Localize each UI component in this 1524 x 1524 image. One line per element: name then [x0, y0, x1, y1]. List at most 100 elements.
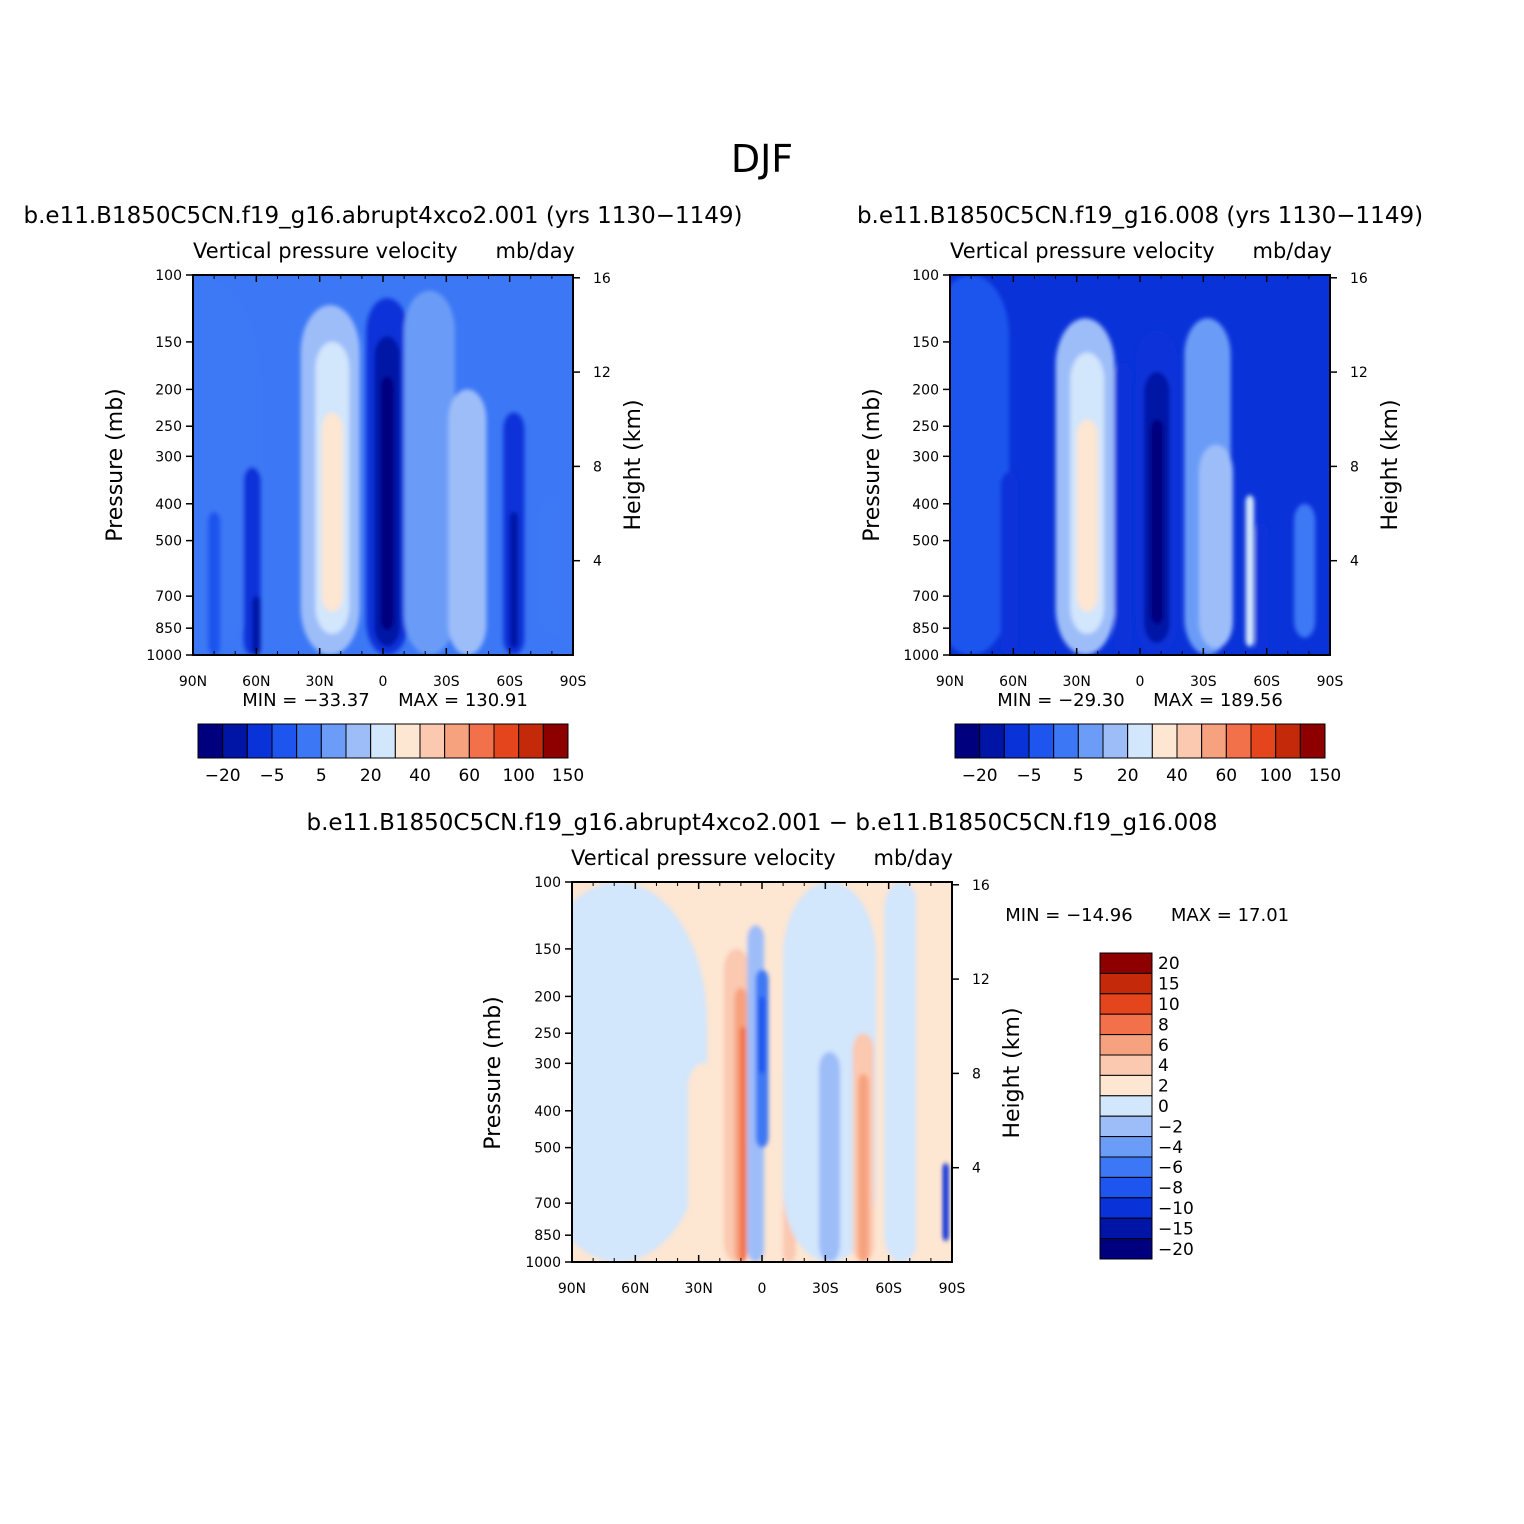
- colorbar-box-1: [979, 723, 1005, 759]
- contour-cell-6: [321, 412, 343, 612]
- y-axis-label: Pressure (mb): [481, 996, 506, 1150]
- colorbar: −20 −5 5 20 40 60 100 150: [197, 723, 584, 786]
- x-tick-label: 30S: [433, 674, 460, 690]
- colorbar-box-11: [1225, 723, 1252, 759]
- colorbar-box-1: [1099, 972, 1153, 995]
- colorbar-label: 20: [1117, 766, 1139, 786]
- contour-cell-15: [916, 882, 938, 1262]
- x-tick-label: 30N: [306, 674, 334, 690]
- panel-abrupt4xco2: b.e11.B1850C5CN.f19_g16.abrupt4xco2.001 …: [24, 203, 743, 786]
- colorbar-box-8: [1151, 723, 1178, 759]
- colorbar-label: 10: [1158, 995, 1180, 1015]
- contour-cell-1: [688, 1063, 718, 1262]
- contour-cell-8: [758, 996, 766, 1074]
- colorbar-box-8: [394, 723, 421, 759]
- colorbar-box-11: [468, 723, 495, 759]
- x-tick-label: 60S: [875, 1281, 902, 1297]
- y2-tick-label: 16: [1350, 271, 1368, 287]
- colorbar-label: 5: [1073, 766, 1084, 786]
- y-tick-label: 700: [534, 1196, 561, 1212]
- y-tick-label: 150: [155, 335, 182, 351]
- y2-tick-label: 16: [593, 271, 611, 287]
- colorbar-box-2: [1099, 993, 1153, 1015]
- colorbar-box-8: [1099, 1115, 1153, 1138]
- colorbar-box-9: [1176, 723, 1203, 759]
- y-tick-label: 700: [155, 589, 182, 605]
- colorbar-box-6: [1099, 1074, 1153, 1097]
- colorbar-box-13: [1099, 1217, 1153, 1240]
- colorbar-box-0: [197, 723, 224, 759]
- variable-label: Vertical pressure velocity: [950, 239, 1215, 263]
- y-tick-label: 400: [534, 1104, 561, 1120]
- contour-cell-9: [380, 376, 394, 631]
- y-tick-label: 200: [155, 382, 182, 398]
- y2-tick-label: 12: [1350, 365, 1368, 381]
- contour-cell-1: [207, 511, 221, 655]
- y-tick-label: 300: [155, 449, 182, 465]
- y-tick-label: 1000: [146, 648, 182, 664]
- colorbar-label: −20: [205, 766, 241, 786]
- colorbar-label: 4: [1158, 1056, 1169, 1076]
- y2-tick-label: 4: [1350, 554, 1359, 570]
- y-tick-label: 300: [534, 1056, 561, 1072]
- colorbar-label: −8: [1158, 1179, 1183, 1199]
- colorbar-label: −4: [1158, 1138, 1183, 1158]
- y2-tick-label: 12: [972, 972, 990, 988]
- x-tick-label: 90N: [558, 1281, 586, 1297]
- colorbar-box-1: [222, 723, 248, 759]
- max-label: MAX = 189.56: [1153, 690, 1283, 711]
- colorbar-label: 60: [1215, 766, 1237, 786]
- contour-cell-0: [572, 882, 708, 1262]
- colorbar-box-2: [246, 723, 273, 759]
- colorbar-label: −6: [1158, 1158, 1183, 1178]
- colorbar-label: −5: [1016, 766, 1041, 786]
- y-tick-label: 200: [534, 989, 561, 1005]
- colorbar-box-0: [954, 723, 981, 759]
- colorbar-label: 15: [1158, 975, 1180, 995]
- colorbar-label: 2: [1158, 1077, 1169, 1097]
- x-tick-label: 60N: [621, 1281, 649, 1297]
- colorbar-box-10: [444, 723, 470, 759]
- contour-cell-10: [1199, 444, 1233, 649]
- x-tick-label: 90S: [939, 1281, 966, 1297]
- colorbar-label: 0: [1158, 1097, 1169, 1117]
- y-tick-label: 1000: [903, 648, 939, 664]
- colorbar-label: −15: [1158, 1219, 1194, 1239]
- contour-cell-5: [1114, 362, 1132, 655]
- colorbar-label: 6: [1158, 1036, 1169, 1056]
- y2-tick-label: 8: [972, 1066, 981, 1082]
- y-tick-label: 250: [534, 1026, 561, 1042]
- contour-cell-8: [1150, 419, 1164, 625]
- panel-run-title: b.e11.B1850C5CN.f19_g16.abrupt4xco2.001 …: [306, 810, 1217, 836]
- contour-cell-11: [819, 1051, 841, 1262]
- colorbar-label: −2: [1158, 1117, 1183, 1137]
- x-tick-label: 60S: [1253, 674, 1280, 690]
- contour-cell-11: [1245, 495, 1254, 647]
- colorbar-box-6: [1102, 723, 1129, 759]
- contour-cell-16: [942, 1163, 949, 1241]
- colorbar-box-9: [1099, 1136, 1153, 1158]
- colorbar-label: 20: [1158, 954, 1180, 974]
- x-tick-label: 0: [379, 674, 388, 690]
- colorbar-label: 60: [458, 766, 480, 786]
- colorbar-box-10: [1201, 723, 1227, 759]
- colorbar-box-7: [1099, 1095, 1153, 1117]
- colorbar-label: 150: [552, 766, 584, 786]
- x-tick-label: 90S: [560, 674, 587, 690]
- colorbar-box-12: [1250, 723, 1277, 759]
- panel-run-title: b.e11.B1850C5CN.f19_g16.008 (yrs 1130−11…: [857, 203, 1423, 229]
- contour-cell-12: [1256, 523, 1269, 655]
- y-tick-label: 700: [912, 589, 939, 605]
- y-tick-label: 150: [912, 335, 939, 351]
- y-tick-label: 250: [155, 419, 182, 435]
- panel-difference: b.e11.B1850C5CN.f19_g16.abrupt4xco2.001 …: [306, 810, 1289, 1297]
- contour-cell-11: [448, 389, 487, 655]
- colorbar-box-14: [1299, 723, 1326, 759]
- colorbar-box-5: [320, 723, 347, 759]
- y-tick-label: 400: [155, 497, 182, 513]
- contour-cell-13: [1294, 503, 1316, 638]
- colorbar-label: 40: [1166, 766, 1188, 786]
- x-tick-label: 90S: [1317, 674, 1344, 690]
- colorbar-box-4: [1099, 1034, 1153, 1056]
